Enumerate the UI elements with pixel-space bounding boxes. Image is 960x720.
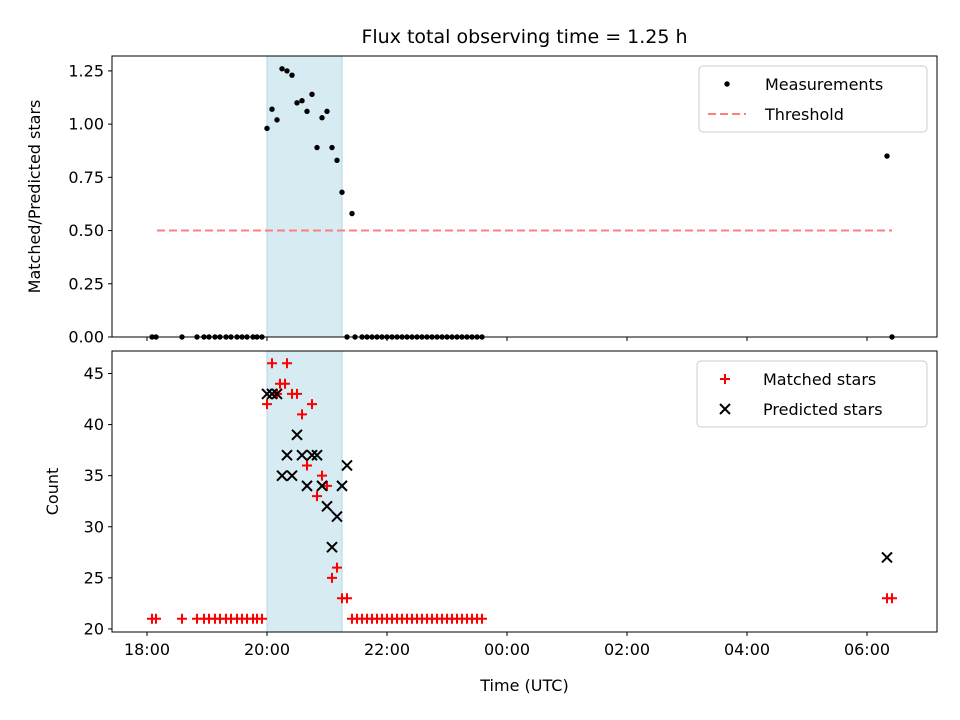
x-tick-label: 18:00 bbox=[124, 640, 170, 659]
data-point bbox=[264, 125, 270, 132]
legend-plus-swatch bbox=[720, 374, 730, 384]
data-point bbox=[317, 470, 327, 481]
data-point bbox=[302, 460, 312, 471]
data-point bbox=[321, 500, 333, 513]
data-point bbox=[334, 157, 340, 164]
x-tick-label: 00:00 bbox=[484, 640, 530, 659]
data-point bbox=[314, 144, 320, 151]
legend-dot-swatch bbox=[724, 81, 730, 87]
shaded-observing-interval bbox=[266, 350, 343, 633]
y-tick-label: 30 bbox=[84, 517, 104, 536]
x-tick-label: 04:00 bbox=[724, 640, 770, 659]
data-point bbox=[306, 449, 318, 461]
data-point bbox=[292, 388, 302, 399]
y-tick-label: 20 bbox=[84, 619, 104, 638]
data-point bbox=[322, 480, 332, 491]
data-point bbox=[262, 399, 272, 410]
data-point bbox=[316, 480, 328, 492]
data-point bbox=[151, 613, 161, 624]
data-point bbox=[332, 562, 342, 573]
data-point bbox=[267, 358, 277, 369]
y-tick-label: 0.25 bbox=[68, 274, 104, 293]
data-point bbox=[887, 593, 897, 604]
data-point bbox=[269, 106, 275, 112]
data-point bbox=[341, 459, 353, 472]
data-point bbox=[271, 388, 283, 400]
x-tick-label: 22:00 bbox=[364, 640, 410, 659]
data-point bbox=[280, 378, 290, 389]
data-point bbox=[326, 541, 338, 553]
data-point bbox=[282, 358, 292, 369]
data-point bbox=[257, 613, 267, 624]
data-point bbox=[177, 613, 187, 624]
shaded-observing-interval bbox=[266, 55, 343, 338]
data-point bbox=[331, 510, 343, 523]
data-point bbox=[296, 449, 308, 461]
x-tick-label: 02:00 bbox=[604, 640, 650, 659]
data-point bbox=[342, 593, 352, 604]
data-point bbox=[266, 388, 278, 400]
data-point bbox=[307, 399, 317, 410]
data-point bbox=[477, 613, 487, 624]
y-tick-label: 1.25 bbox=[68, 61, 104, 80]
data-point bbox=[881, 551, 893, 564]
legend: Measurements Threshold bbox=[698, 65, 928, 133]
y-axis-label: Count bbox=[43, 468, 62, 516]
data-point bbox=[294, 100, 300, 106]
top-panel: 0.00 0.25 0.50 0.75 1.00 1.25 Flux total obser… bbox=[25, 26, 938, 347]
y-tick-label: 0.50 bbox=[68, 221, 104, 240]
data-point bbox=[274, 117, 280, 123]
chart-title: Flux total observing time = 1.25 h bbox=[361, 26, 687, 48]
data-point bbox=[289, 72, 295, 78]
y-tick-label: 0.75 bbox=[68, 168, 104, 187]
data-point bbox=[311, 449, 323, 461]
axes-frame bbox=[111, 55, 938, 338]
legend-box bbox=[698, 65, 928, 133]
x-tick-label: 06:00 bbox=[844, 640, 890, 659]
series-matched-stars bbox=[147, 358, 897, 624]
data-point bbox=[312, 491, 322, 502]
x-axis-label: Time (UTC) bbox=[479, 676, 568, 695]
data-point bbox=[304, 108, 310, 115]
y-tick-label: 40 bbox=[84, 415, 104, 434]
data-point bbox=[279, 66, 285, 72]
data-point bbox=[319, 115, 325, 121]
legend-label: Threshold bbox=[764, 105, 844, 124]
data-point bbox=[884, 153, 890, 159]
data-point bbox=[339, 189, 345, 195]
data-point bbox=[297, 409, 307, 420]
y-axis-label: Matched/Predicted stars bbox=[25, 100, 44, 294]
axes-frame bbox=[111, 350, 938, 633]
legend: Matched stars Predicted stars bbox=[696, 360, 928, 428]
legend-box bbox=[696, 360, 928, 428]
series-predicted-stars bbox=[261, 388, 893, 564]
legend-label: Matched stars bbox=[763, 370, 876, 389]
data-point bbox=[281, 449, 293, 461]
data-point bbox=[329, 144, 335, 151]
data-point bbox=[276, 469, 288, 482]
data-point bbox=[309, 91, 315, 98]
legend-label: Predicted stars bbox=[763, 400, 883, 419]
y-tick-label: 0.00 bbox=[68, 328, 104, 347]
y-tick-label: 25 bbox=[84, 568, 104, 587]
y-tick-label: 1.00 bbox=[68, 115, 104, 134]
legend-label: Measurements bbox=[765, 75, 883, 94]
data-point bbox=[349, 210, 355, 217]
data-point bbox=[261, 388, 273, 400]
data-point bbox=[327, 572, 337, 583]
legend-x-swatch bbox=[719, 403, 731, 415]
data-point bbox=[301, 480, 313, 492]
y-tick-label: 45 bbox=[84, 364, 104, 383]
data-point bbox=[286, 469, 298, 482]
x-tick-label: 20:00 bbox=[244, 640, 290, 659]
bottom-panel: 18:00 20:00 22:00 00:00 02:00 04:00 06:00 20 25 3… bbox=[43, 350, 938, 695]
data-point bbox=[284, 68, 290, 74]
data-point bbox=[336, 480, 348, 492]
y-tick-label: 35 bbox=[84, 466, 104, 485]
data-point bbox=[299, 98, 305, 104]
data-point bbox=[324, 108, 330, 115]
data-point bbox=[291, 429, 303, 441]
